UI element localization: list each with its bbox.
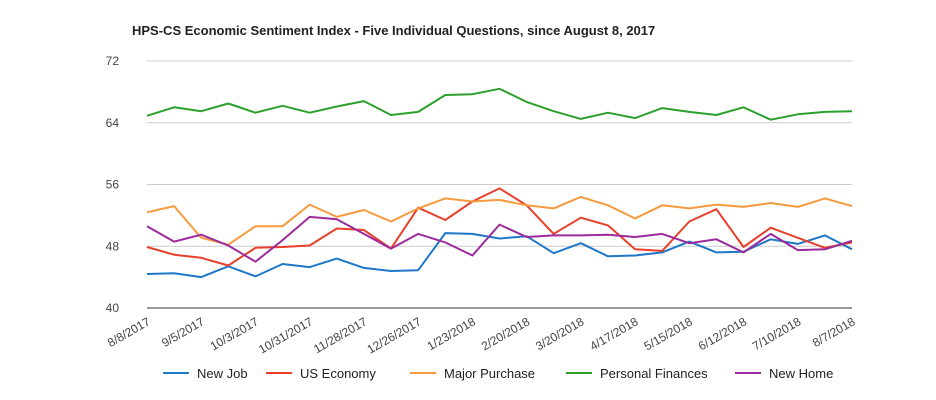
x-tick-label: 10/3/2017 bbox=[208, 314, 262, 353]
legend[interactable]: New Job US Economy Major Purchase Personal … bbox=[163, 366, 833, 381]
series-line-new-home bbox=[146, 215, 853, 263]
axis-layer: 40 48 56 64 72 8/8/2017 9/5/2017 10/3/201710/31… bbox=[105, 54, 858, 357]
series-line-personal-finances bbox=[146, 87, 853, 121]
x-tick-label: 10/31/2017 bbox=[256, 314, 315, 356]
x-tick-label: 12/26/2017 bbox=[365, 314, 424, 356]
y-tick-label: 64 bbox=[106, 116, 120, 130]
x-tick-label: 2/20/2018 bbox=[479, 314, 533, 353]
chart-title: HPS-CS Economic Sentiment Index - Five I… bbox=[132, 23, 656, 38]
legend-label-new-job: New Job bbox=[197, 366, 248, 381]
y-tick-label: 72 bbox=[106, 54, 120, 68]
series-layer bbox=[146, 87, 853, 279]
legend-label-us-economy: US Economy bbox=[300, 366, 376, 381]
y-tick-label: 56 bbox=[106, 178, 120, 192]
x-tick-label: 7/10/2018 bbox=[750, 314, 804, 353]
series-line-major-purchase bbox=[146, 195, 853, 246]
x-tick-label: 5/15/2018 bbox=[642, 314, 696, 353]
x-tick-label: 1/23/2018 bbox=[425, 314, 479, 353]
x-tick-label: 6/12/2018 bbox=[696, 314, 750, 353]
x-tick-label: 3/20/2018 bbox=[533, 314, 587, 353]
grid-layer bbox=[147, 60, 852, 309]
legend-label-major-purchase: Major Purchase bbox=[444, 366, 535, 381]
series-line-new-job bbox=[146, 232, 853, 279]
y-tick-label: 48 bbox=[106, 239, 120, 253]
series-line-us-economy bbox=[146, 187, 853, 267]
legend-label-personal-finances: Personal Finances bbox=[600, 366, 708, 381]
legend-label-new-home: New Home bbox=[769, 366, 833, 381]
x-tick-label: 11/28/2017 bbox=[311, 314, 370, 356]
x-tick-label: 8/8/2017 bbox=[105, 314, 153, 350]
x-tick-label: 9/5/2017 bbox=[159, 314, 207, 350]
y-tick-label: 40 bbox=[106, 301, 120, 315]
x-tick-label: 8/7/2018 bbox=[810, 314, 858, 350]
x-tick-label: 4/17/2018 bbox=[587, 314, 641, 353]
